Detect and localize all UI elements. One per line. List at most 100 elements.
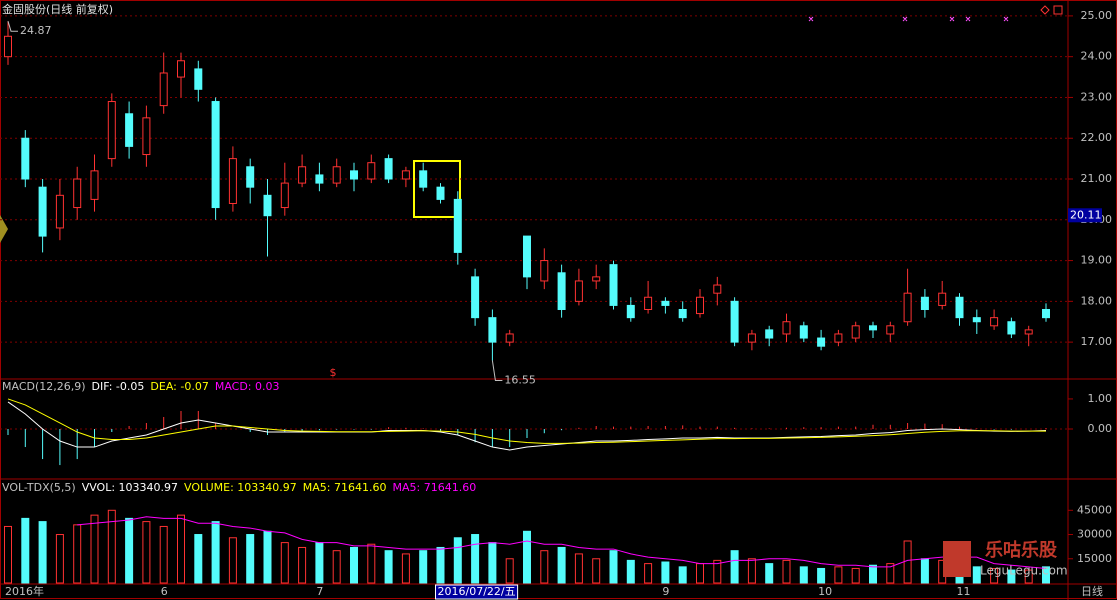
volume-bar [401, 553, 410, 584]
readout: MACD: 0.03 [215, 380, 280, 393]
readout: MA5: 71641.60 [303, 481, 387, 494]
chart-title: 金固股份(日线 前复权) [2, 2, 113, 16]
candle-body [886, 325, 895, 335]
volume-bar [315, 542, 324, 584]
volume-bar [626, 559, 635, 584]
volume-bar [1042, 566, 1050, 584]
candle-body [315, 174, 324, 184]
ma5-line [77, 516, 1047, 569]
readout: VOLUME: 103340.97 [184, 481, 297, 494]
volume-bar [747, 558, 756, 584]
candle-body [298, 166, 307, 184]
candle-body [453, 198, 462, 253]
volume-bar [350, 546, 358, 584]
watermark-site: LeguLegu.com [980, 564, 1068, 578]
y-tick-label: 1.00 [1088, 392, 1113, 405]
volume-bar [488, 542, 497, 584]
volume-bar [990, 567, 999, 584]
candle-body [21, 137, 30, 180]
y-tick-label: 19.00 [1081, 254, 1113, 267]
volume-bar [419, 550, 428, 584]
candle-body [384, 158, 393, 180]
volume-bar [367, 543, 376, 584]
y-tick-label: 30000 [1077, 528, 1112, 541]
volume-bar [228, 537, 237, 584]
x-tick-label: 7 [316, 585, 323, 598]
candle-body [851, 325, 860, 339]
y-tick-label: 21.00 [1081, 172, 1113, 185]
candle-body [332, 166, 341, 184]
volume-bar [1024, 569, 1033, 584]
x-tick-label: 2016/07/22/五 [438, 585, 516, 598]
candle-body [661, 300, 670, 306]
toolbar-icons[interactable] [1040, 5, 1063, 15]
candle-body [747, 333, 756, 343]
y-tick-label: 15000 [1077, 552, 1112, 565]
volume-bar [696, 563, 704, 584]
candle-body [4, 35, 12, 58]
candle-body [488, 317, 497, 343]
volume-bar [523, 530, 531, 584]
candle-body [713, 284, 722, 294]
candle-body [765, 329, 774, 339]
volume-bar [177, 514, 185, 584]
volume-bar [678, 566, 687, 584]
volume-bar [557, 546, 566, 584]
candle-body [1007, 321, 1016, 335]
volume-bar [38, 521, 47, 584]
annotation-leader [7, 21, 18, 32]
side-toggle[interactable] [0, 215, 8, 243]
candle-body [159, 72, 168, 107]
x-tick-label: 2016年 [5, 584, 44, 598]
volume-bar [903, 540, 912, 584]
volume-bar [263, 530, 272, 584]
volume-bar [869, 564, 877, 584]
x-tick-label: 11 [957, 585, 971, 598]
candle-body [194, 68, 203, 90]
candle-body [246, 166, 255, 188]
candle-body [592, 276, 601, 282]
candle-body [869, 325, 877, 331]
readout: DEA: -0.07 [150, 380, 208, 393]
volume-bar [246, 534, 255, 584]
volume-bar [384, 550, 393, 584]
volume-bar [644, 563, 653, 584]
candle-body [177, 60, 185, 78]
volume-bar [765, 563, 774, 584]
volume-bar [851, 567, 860, 584]
x-tick-label: 6 [161, 585, 168, 598]
candle-body [938, 292, 947, 306]
x-tick-label: 10 [818, 585, 832, 598]
volume-bar [159, 525, 168, 584]
volume-bar [298, 546, 307, 584]
cursor-date-box [435, 584, 519, 600]
readout: MA5: 71641.60 [392, 481, 476, 494]
y-tick-label: 24.00 [1081, 50, 1113, 63]
candle-body [834, 333, 843, 343]
candle-body [782, 321, 791, 335]
volume-bar [107, 509, 116, 584]
volume-bar [782, 559, 791, 584]
volume-bar [280, 542, 289, 584]
candle-body [990, 317, 999, 327]
volume-bar [730, 550, 739, 584]
period-label: 日线 [1081, 584, 1103, 598]
candle-body [55, 194, 64, 229]
candle-body [38, 186, 47, 237]
y-tick-label: 25.00 [1081, 9, 1113, 22]
candle-body [678, 308, 687, 319]
volume-bar [142, 521, 151, 584]
candle-body [903, 292, 912, 323]
volume-bar [972, 566, 981, 584]
volume-bar [332, 550, 341, 584]
volume-bar [453, 537, 462, 584]
current-price-box [1068, 208, 1102, 223]
candle-body [107, 101, 116, 160]
volume-bar [505, 558, 514, 584]
y-tick-label: 23.00 [1081, 90, 1113, 103]
candle-body [401, 170, 410, 180]
candle-body [920, 296, 929, 310]
annotation: 24.87 [20, 24, 52, 37]
annotation: 16.55 [504, 373, 536, 386]
